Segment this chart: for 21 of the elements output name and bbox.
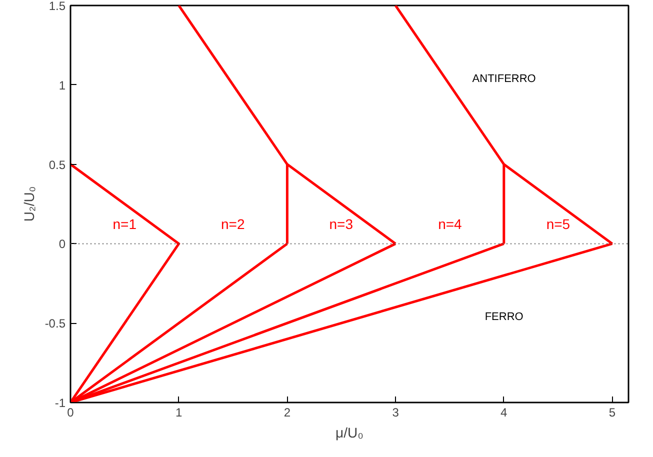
y-tick-label: 0.5 bbox=[48, 158, 66, 172]
y-tick-label: -1 bbox=[54, 396, 66, 410]
y-tick-label: 1 bbox=[58, 78, 66, 92]
y-tick-label: -0.5 bbox=[44, 316, 66, 331]
annotation: n=3 bbox=[329, 216, 354, 232]
y-tick-label: 1.5 bbox=[48, 0, 66, 13]
x-tick-label: 0 bbox=[67, 406, 74, 420]
x-axis-title: μ/U₀ bbox=[336, 424, 364, 440]
annotation: n=4 bbox=[438, 216, 462, 232]
annotation: n=1 bbox=[112, 216, 137, 232]
x-tick-label: 2 bbox=[284, 406, 291, 420]
x-tick-label: 3 bbox=[392, 406, 400, 420]
y-tick-label: 0 bbox=[58, 237, 66, 252]
annotation: ANTIFERRO bbox=[472, 72, 536, 85]
annotation: FERRO bbox=[484, 311, 524, 324]
y-axis-title: U₂/U₀ bbox=[20, 186, 37, 222]
x-tick-label: 4 bbox=[500, 406, 508, 420]
annotation: n=2 bbox=[221, 216, 245, 232]
x-tick-label: 1 bbox=[176, 406, 183, 420]
x-tick-label: 5 bbox=[608, 406, 616, 420]
annotation: n=5 bbox=[546, 216, 570, 232]
